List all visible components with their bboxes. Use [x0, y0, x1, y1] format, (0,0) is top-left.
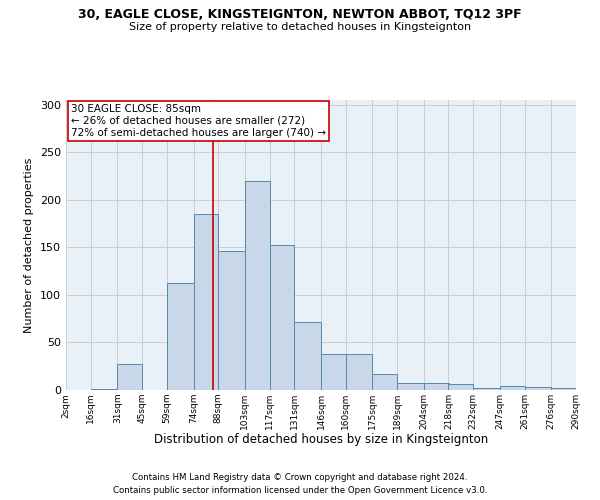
Bar: [269, 246, 295, 390]
Bar: [473, 388, 500, 390]
Bar: [397, 384, 424, 390]
Bar: [245, 181, 269, 390]
Bar: [218, 251, 245, 390]
Bar: [295, 322, 321, 390]
Bar: [118, 364, 142, 390]
Text: Contains HM Land Registry data © Crown copyright and database right 2024.: Contains HM Land Registry data © Crown c…: [132, 472, 468, 482]
Bar: [524, 387, 551, 390]
Bar: [193, 214, 218, 390]
Text: 30 EAGLE CLOSE: 85sqm
← 26% of detached houses are smaller (272)
72% of semi-det: 30 EAGLE CLOSE: 85sqm ← 26% of detached …: [71, 104, 326, 138]
Bar: [373, 374, 397, 390]
Text: Size of property relative to detached houses in Kingsteignton: Size of property relative to detached ho…: [129, 22, 471, 32]
Bar: [167, 282, 193, 390]
Bar: [424, 384, 449, 390]
Bar: [321, 354, 346, 390]
Text: Distribution of detached houses by size in Kingsteignton: Distribution of detached houses by size …: [154, 432, 488, 446]
Bar: [346, 354, 373, 390]
Text: 30, EAGLE CLOSE, KINGSTEIGNTON, NEWTON ABBOT, TQ12 3PF: 30, EAGLE CLOSE, KINGSTEIGNTON, NEWTON A…: [78, 8, 522, 20]
Bar: [551, 388, 576, 390]
Text: Contains public sector information licensed under the Open Government Licence v3: Contains public sector information licen…: [113, 486, 487, 495]
Bar: [91, 389, 118, 390]
Bar: [500, 386, 524, 390]
Bar: [448, 384, 473, 390]
Y-axis label: Number of detached properties: Number of detached properties: [25, 158, 34, 332]
